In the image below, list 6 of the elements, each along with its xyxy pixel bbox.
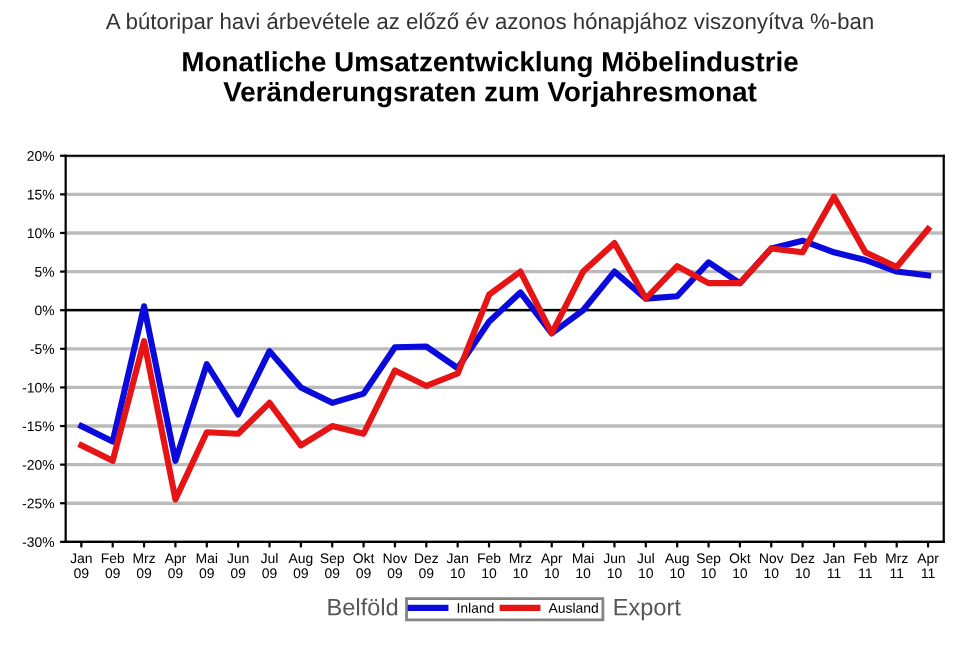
chart-subtitle: Monatliche Umsatzentwicklung Möbelindustrie Veränderungsraten zum Vorjahresmonat <box>183 51 798 108</box>
line-series <box>78 237 932 464</box>
text: Export <box>614 599 681 621</box>
line-series <box>78 193 932 503</box>
text: Belföld <box>328 598 398 616</box>
chart-title: A bútoripar havi árbevétele az előző év azonos hónapjához viszonyítva %-ban <box>105 12 873 34</box>
